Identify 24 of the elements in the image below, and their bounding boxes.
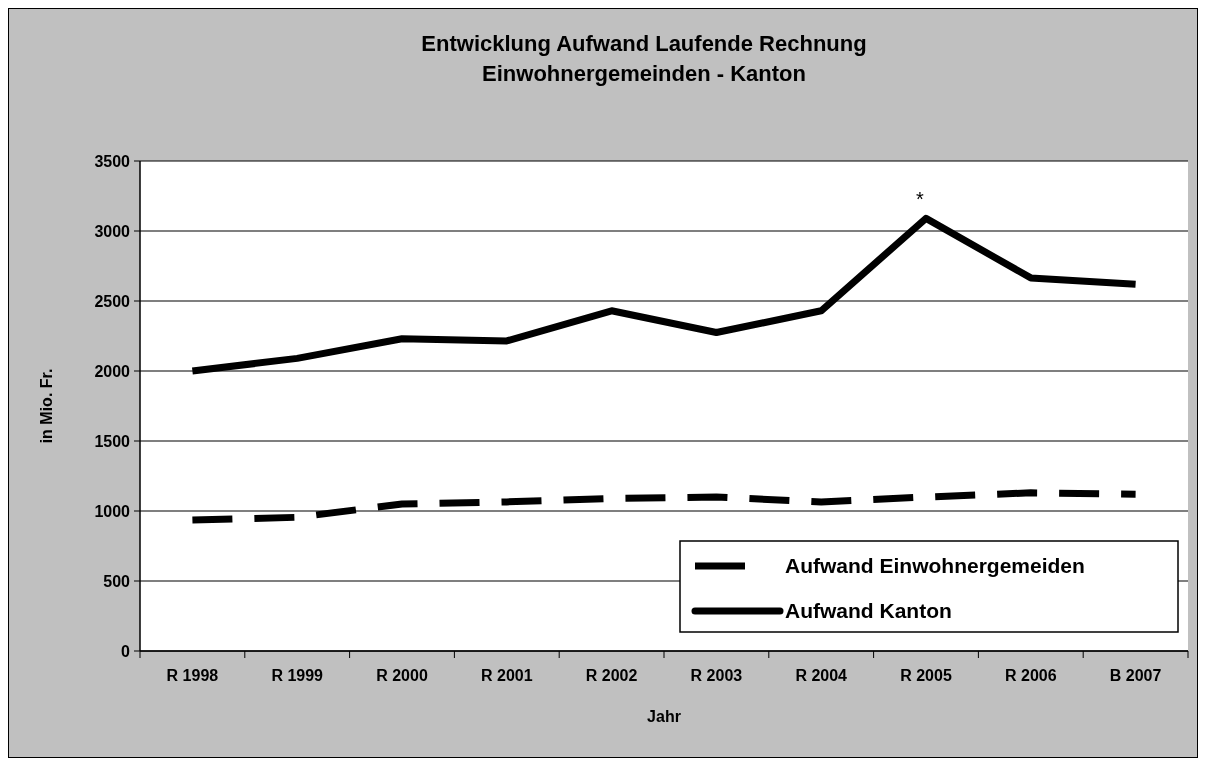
x-tick-label: R 2005 bbox=[900, 667, 952, 684]
x-tick-label: R 2002 bbox=[585, 667, 638, 684]
x-axis-title: Jahr bbox=[647, 708, 681, 725]
x-tick-label: R 2003 bbox=[690, 667, 743, 684]
x-tick-label: R 2001 bbox=[481, 667, 533, 684]
x-tick-label: R 1998 bbox=[166, 667, 219, 684]
chart-title: Entwicklung Aufwand Laufende Rechnung Einwohnergemeinden - Kanton bbox=[421, 31, 867, 86]
y-tick-label: 3000 bbox=[94, 222, 131, 240]
y-tick-label: 1500 bbox=[94, 432, 131, 450]
y-tick-label: 2500 bbox=[94, 292, 131, 310]
x-tick-label: R 2006 bbox=[1005, 667, 1057, 684]
x-tick-label: B 2007 bbox=[1109, 667, 1162, 684]
y-tick-label: 2000 bbox=[94, 362, 131, 380]
y-axis-title: in Mio. Fr. bbox=[38, 368, 55, 444]
x-tick-label: R 2004 bbox=[795, 667, 848, 684]
legend-label: Aufwand Einwohnergemeiden bbox=[785, 554, 1085, 578]
annotation: * bbox=[916, 188, 925, 211]
y-tick-label: 1000 bbox=[94, 502, 131, 520]
x-tick-label: R 1999 bbox=[271, 667, 324, 684]
x-tick-label: R 2000 bbox=[376, 667, 428, 684]
y-tick-label: 500 bbox=[103, 572, 131, 590]
legend-label: Aufwand Kanton bbox=[785, 599, 952, 623]
y-tick-label: 0 bbox=[121, 642, 131, 660]
y-tick-label: 3500 bbox=[94, 152, 131, 170]
